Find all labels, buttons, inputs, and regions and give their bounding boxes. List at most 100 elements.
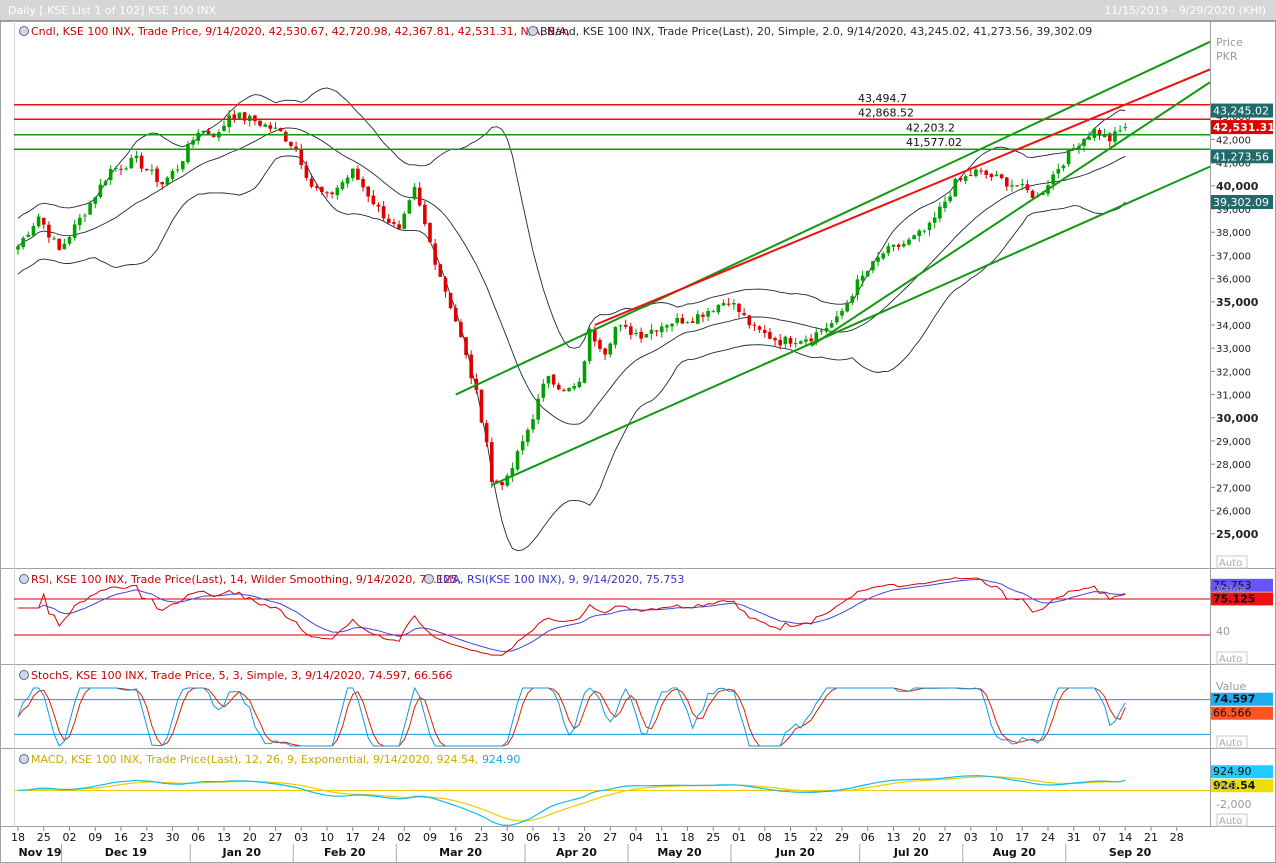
candle-body <box>1015 185 1019 187</box>
candle-body <box>392 222 396 224</box>
candle-body <box>232 114 237 120</box>
rsi-legend: RSI, KSE 100 INX, Trade Price(Last), 14,… <box>19 573 1248 665</box>
candle-body <box>618 325 623 327</box>
candle-body <box>917 230 922 237</box>
candle-body <box>1025 184 1030 191</box>
candle-legend-icon[interactable] <box>19 26 29 36</box>
candle-body <box>948 196 952 202</box>
candle-body <box>16 246 20 250</box>
ema-badge-bg <box>1211 578 1273 592</box>
price-legend: Cndl, KSE 100 INX, Trade Price, 9/14/202… <box>19 25 1248 569</box>
rsi-auto-button[interactable] <box>1216 651 1248 665</box>
candle-body <box>556 384 561 390</box>
candle-body <box>150 169 154 171</box>
macd-auto-button[interactable] <box>1216 813 1248 827</box>
candle-body <box>907 239 911 245</box>
horizontal-level-label-bg <box>903 122 965 134</box>
bband-legend-icon[interactable] <box>528 26 538 36</box>
candle-body <box>459 322 463 338</box>
price-tick-label: 39,000 <box>1216 205 1251 216</box>
candle-body <box>26 234 31 237</box>
date-tick-label: 04 <box>629 831 643 844</box>
date-tick-label: 01 <box>732 831 746 844</box>
date-tick-label: 30 <box>500 831 514 844</box>
macd-legend: MACD, KSE 100 INX, Trade Price(Last), 12… <box>19 753 1251 827</box>
candle-body <box>881 253 885 259</box>
date-tick-label: 14 <box>1118 831 1132 844</box>
stoch-d-badge-bg <box>1211 706 1273 720</box>
candle-body <box>144 168 149 171</box>
rsi-line <box>18 577 1126 656</box>
date-tick-label: 02 <box>397 831 411 844</box>
candle-body <box>747 315 752 326</box>
macd-line <box>17 775 1126 827</box>
candle-body <box>953 178 958 197</box>
candle-body <box>170 170 175 179</box>
candle-body <box>582 361 587 383</box>
ema-badge: 75.753 <box>1213 579 1252 592</box>
candle-body <box>783 336 788 345</box>
price-tick-label: 40,000 <box>1216 180 1259 193</box>
candle-body <box>1071 147 1076 149</box>
price-axis-title: Price <box>1216 36 1243 49</box>
candle-body <box>593 329 597 342</box>
candle-body <box>361 179 365 188</box>
candle-body <box>623 324 628 327</box>
stoch-d-line <box>17 687 1126 747</box>
candle-body <box>711 311 716 313</box>
candle-body <box>829 323 834 328</box>
macd-legend-icon[interactable] <box>19 754 29 764</box>
month-label: Aug 20 <box>993 846 1037 859</box>
candle-body <box>469 354 473 379</box>
month-label: Dec 19 <box>105 846 147 859</box>
candle-body <box>644 334 649 338</box>
candle-body <box>659 326 664 333</box>
candle-body <box>757 326 762 330</box>
candle-body <box>114 167 118 169</box>
candle-body <box>1123 127 1128 129</box>
window-titlebar[interactable]: Daily [.KSE List 1 of 102] KSE 100 INX 1… <box>0 0 1276 21</box>
macd-legend-prefix: MACD, KSE 100 INX, Trade Price(Last), 12… <box>31 753 520 766</box>
price-tick-label: 30,000 <box>1216 412 1259 425</box>
candle-body <box>294 146 298 150</box>
candle-body <box>423 204 427 224</box>
candle-body <box>119 168 123 170</box>
candle-body <box>1092 128 1097 138</box>
candle-body <box>371 195 376 205</box>
price-axis-unit: PKR <box>1216 50 1238 63</box>
candle-body <box>1051 174 1055 185</box>
stoch-auto-button[interactable] <box>1216 735 1248 749</box>
candle-body <box>93 197 98 204</box>
date-tick-label: 22 <box>809 831 823 844</box>
candle-body <box>696 314 700 324</box>
candle-body <box>443 277 448 292</box>
date-tick-label: 17 <box>1015 831 1029 844</box>
price-tick-label-partial: 43,000 <box>1216 112 1251 123</box>
bb-middle-badge-bg <box>1211 149 1273 164</box>
horizontal-level-label: 42,868.52 <box>858 106 914 119</box>
rsi-legend-icon[interactable] <box>19 574 29 584</box>
bb-upper-badge-bg <box>1211 103 1273 118</box>
date-tick-label: 31 <box>1067 831 1081 844</box>
date-tick-label: 27 <box>938 831 952 844</box>
candle-body <box>155 168 159 182</box>
candle-body <box>989 173 994 178</box>
stoch-k-badge: 74.597 <box>1213 693 1255 706</box>
candle-body <box>809 338 813 342</box>
candle-body <box>536 398 540 420</box>
rsi-badge-bg <box>1211 592 1273 606</box>
candle-body <box>412 186 417 199</box>
price-tick-label: 33,000 <box>1216 344 1251 355</box>
ema-legend-icon[interactable] <box>424 574 434 584</box>
candle-body <box>716 304 721 313</box>
candle-body <box>871 261 875 271</box>
candle-body <box>1041 193 1045 195</box>
candle-body <box>788 338 793 344</box>
stoch-legend-icon[interactable] <box>19 670 29 680</box>
date-tick-label: 18 <box>681 831 695 844</box>
price-auto-button[interactable] <box>1216 555 1248 569</box>
candle-body <box>314 186 319 188</box>
price-axis-ticks: 25,000 26,000 27,000 28,000 29,000 30,000 31,0… <box>1211 112 1259 541</box>
